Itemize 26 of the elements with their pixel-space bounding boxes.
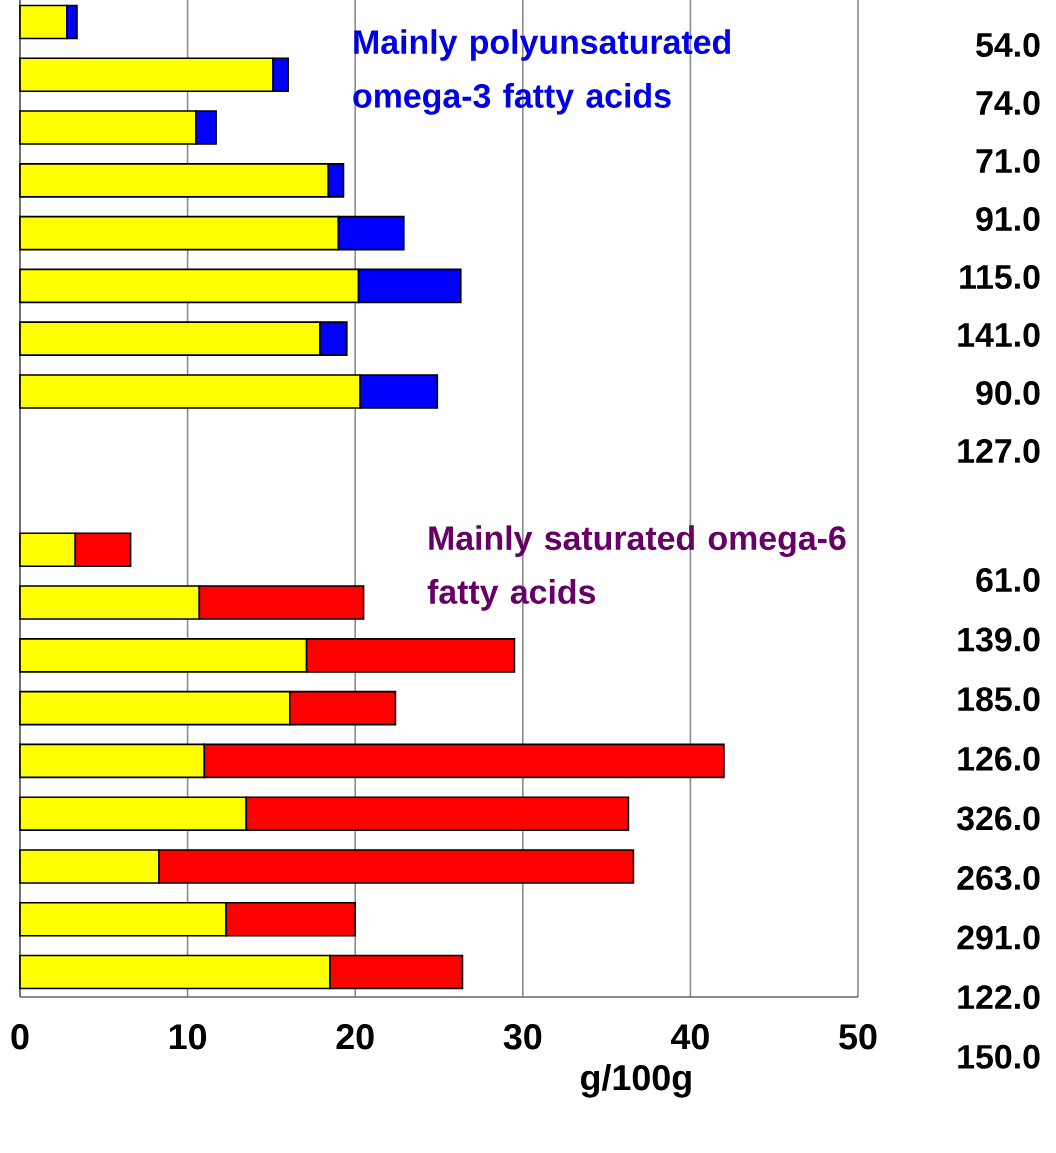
text: 127.0 (958, 439, 1040, 463)
text: 141.0 (958, 322, 1040, 347)
x-tick-label: 30 (503, 1024, 542, 1050)
x-axis-title: g/100g (581, 1064, 691, 1098)
x-tick-label: 50 (839, 1024, 877, 1050)
text: 326.0 (956, 806, 1040, 831)
text: 90.0 (976, 380, 1040, 405)
text: 185.0 (958, 687, 1040, 712)
text: 122.0 (958, 985, 1040, 1010)
annotation: Mainly polyunsaturated omega-3 fatty acids (353, 29, 731, 115)
x-tick-label: 20 (336, 1024, 374, 1050)
annotation: Mainly saturated omega-6 fatty acids (427, 525, 846, 611)
text: 263.0 (957, 865, 1040, 891)
text: 291.0 (957, 925, 1040, 950)
text: 71.0 (976, 148, 1040, 173)
text: 61.0 (976, 568, 1040, 592)
text: 91.0 (976, 206, 1040, 231)
text: 150.0 (958, 1044, 1040, 1069)
text: 115.0 (960, 264, 1040, 289)
text: 54.0 (976, 32, 1040, 57)
x-tick-label: 10 (169, 1024, 207, 1050)
x-tick-label: 0 (11, 1024, 29, 1050)
x-tick-label: 40 (670, 1024, 709, 1050)
text: 74.0 (976, 90, 1040, 115)
text: 139.0 (958, 627, 1040, 652)
text: 126.0 (958, 746, 1040, 771)
